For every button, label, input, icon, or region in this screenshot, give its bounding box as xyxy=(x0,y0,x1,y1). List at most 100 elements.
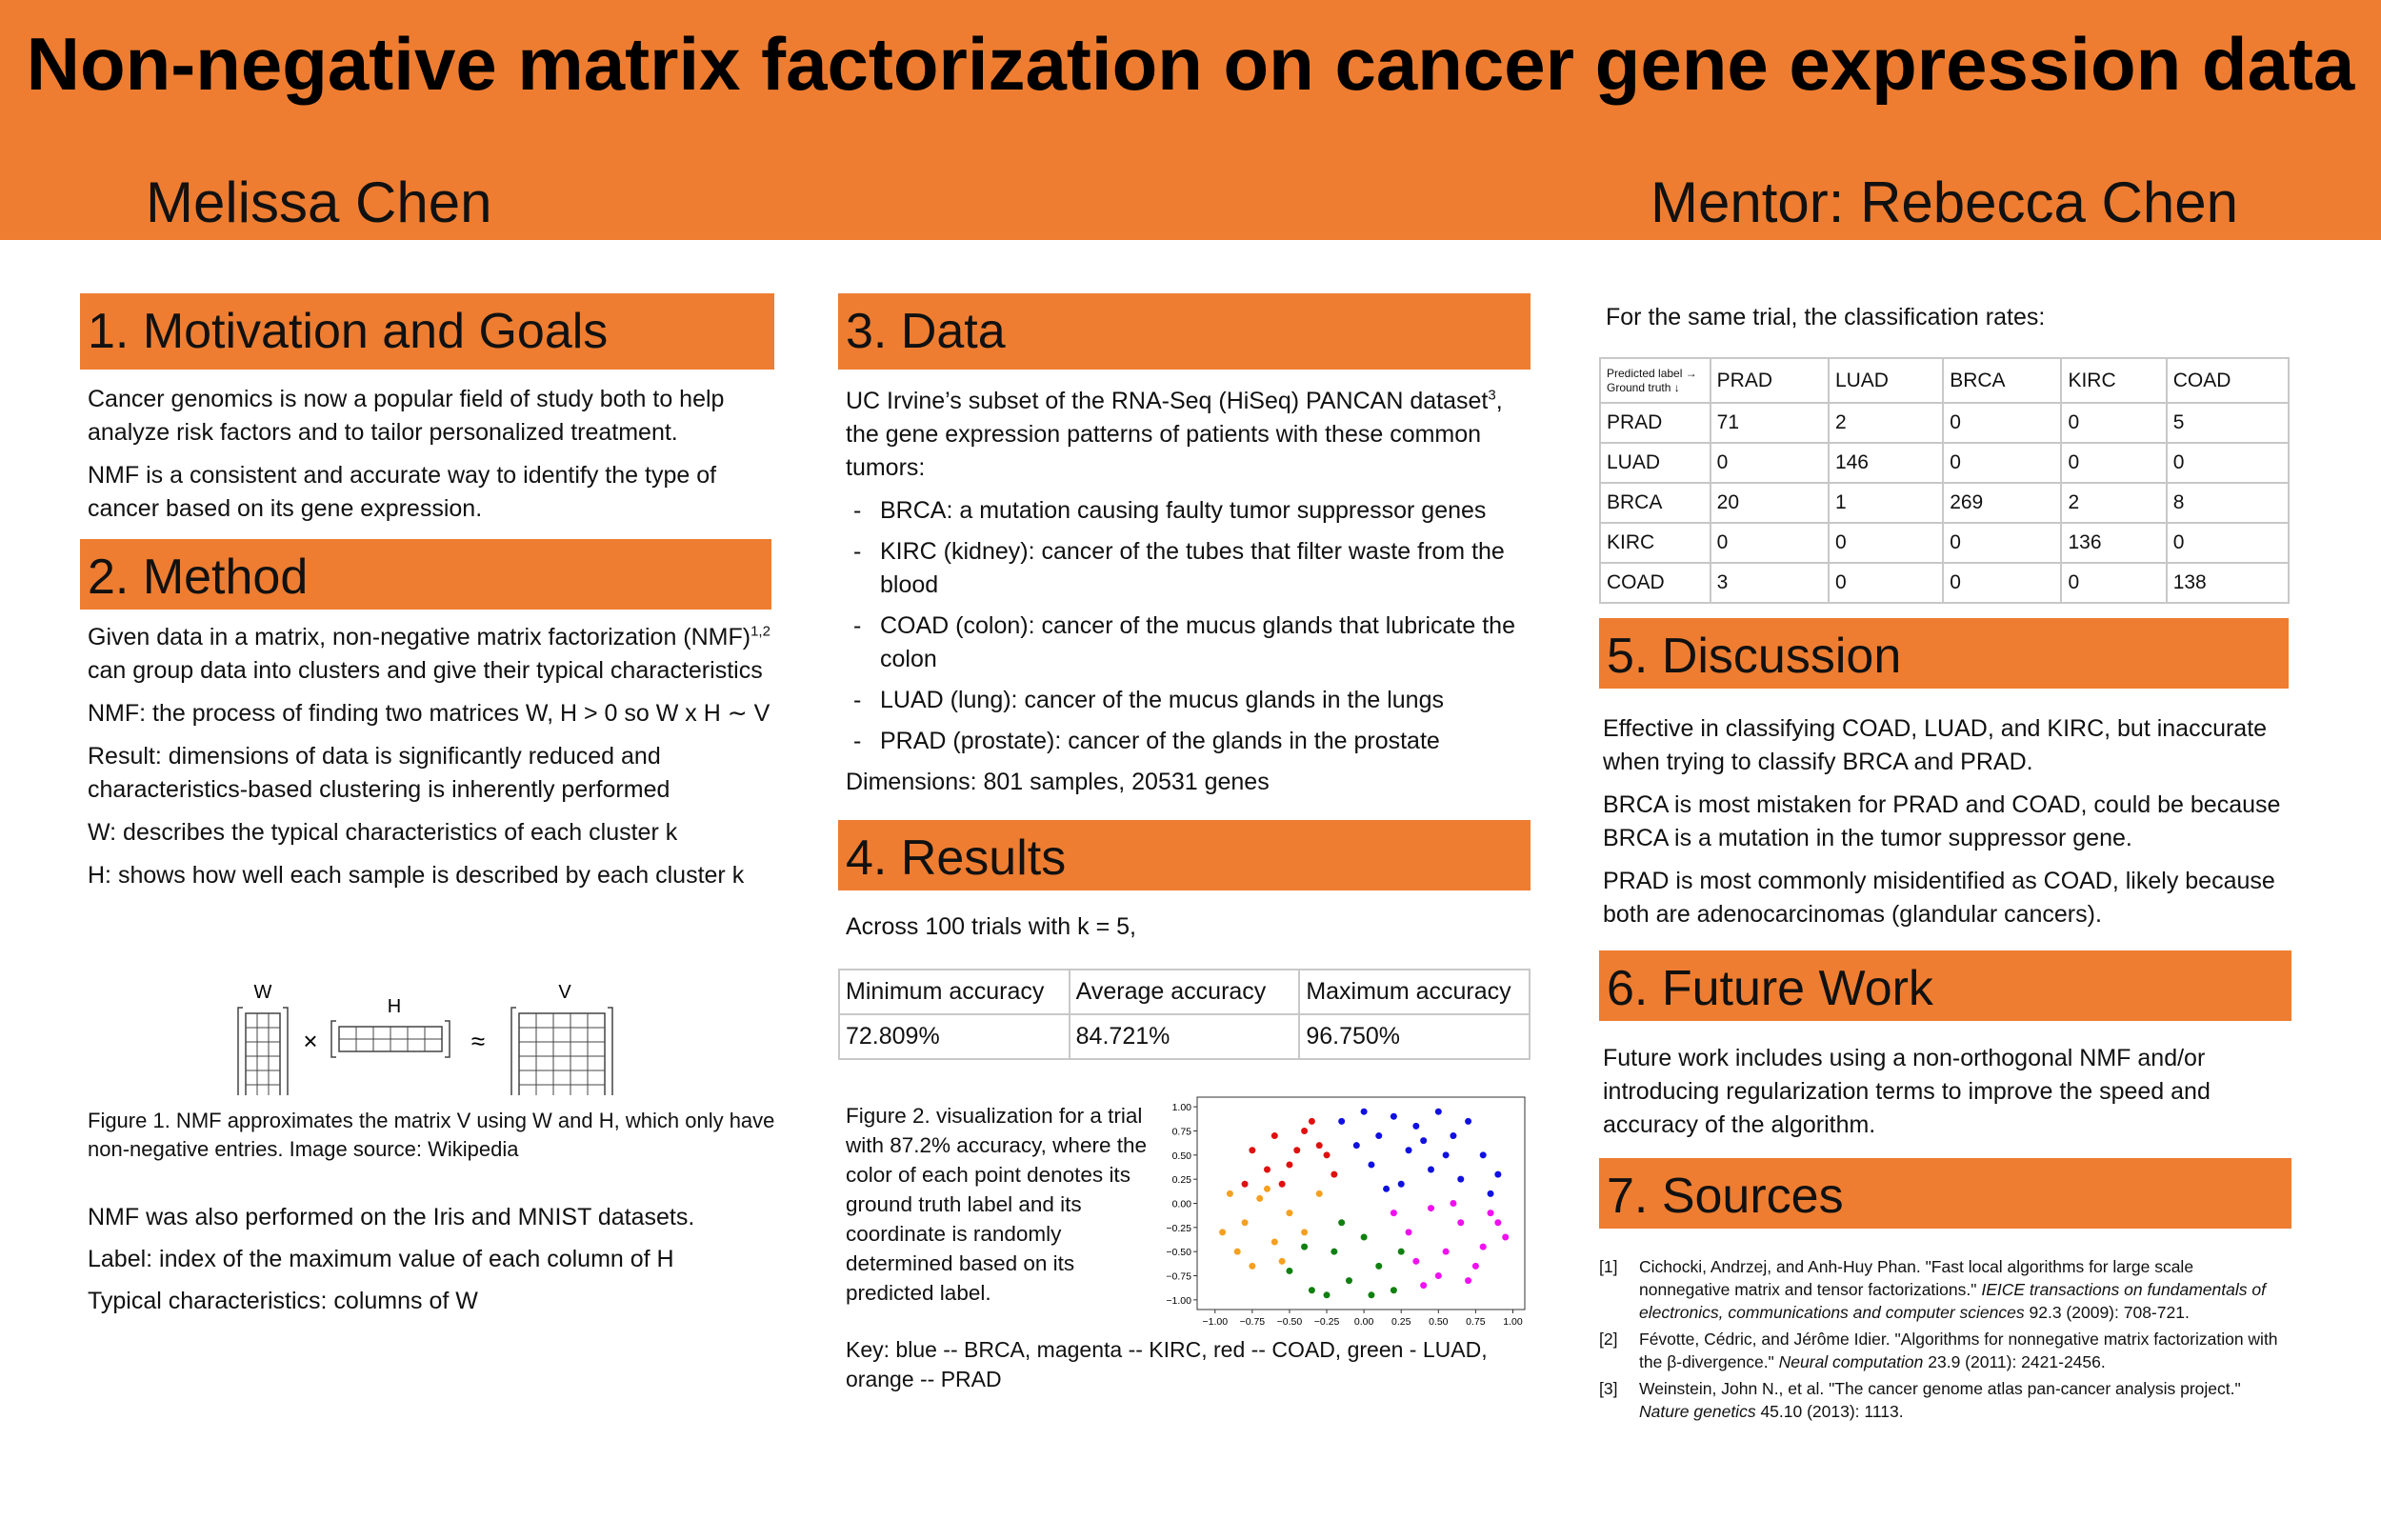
matrix-label: W xyxy=(254,982,272,1003)
ref-text: Weinstein, John N., et al. "The cancer g… xyxy=(1639,1379,2241,1398)
point xyxy=(1315,1190,1323,1197)
point xyxy=(1301,1127,1309,1134)
list-item: - LUAD (lung): cancer of the mucus glands… xyxy=(846,684,1531,717)
paragraph: Given data in a matrix, non-negative mat… xyxy=(88,621,783,688)
point xyxy=(1286,1161,1293,1169)
table-cell: 0 xyxy=(1942,562,2063,604)
table-cell: 0 xyxy=(1942,442,2063,484)
point xyxy=(1397,1248,1405,1255)
point xyxy=(1331,1248,1338,1255)
table-row: Predicted label → Ground truth ↓ PRAD LUAD B… xyxy=(1599,357,2291,404)
y-tick-label: 0.75 xyxy=(1172,1126,1192,1137)
table-cell: 5 xyxy=(2165,402,2291,444)
corner-label: Predicted label → xyxy=(1607,366,1697,380)
point xyxy=(1390,1287,1397,1294)
point xyxy=(1471,1262,1479,1270)
row-header: PRAD xyxy=(1599,402,1711,444)
point xyxy=(1494,1219,1502,1227)
point xyxy=(1338,1117,1346,1125)
table-cell: 72.809% xyxy=(838,1013,1070,1060)
ref-number: [3] xyxy=(1599,1379,1618,1398)
list-text: LUAD (lung): cancer of the mucus glands … xyxy=(880,687,1444,713)
table-cell: 0 xyxy=(1709,522,1830,564)
text: , the gene expression patterns of patien… xyxy=(846,388,1503,481)
bullet: - xyxy=(853,612,862,639)
paragraph: Result: dimensions of data is significan… xyxy=(88,743,670,803)
point xyxy=(1249,1147,1256,1154)
table-row: KIRC 0 0 0 136 0 xyxy=(1599,522,2291,564)
section-heading: 3. Data xyxy=(838,293,1531,370)
point xyxy=(1390,1112,1397,1120)
plot-frame xyxy=(1196,1096,1526,1310)
x-tick-label: 0.75 xyxy=(1466,1316,1486,1328)
list-item: - KIRC (kidney): cancer of the tubes that… xyxy=(846,535,1531,602)
paragraph: NMF was also performed on the Iris and M… xyxy=(88,1204,695,1230)
matrix-label: H xyxy=(388,996,401,1017)
table-cell: 0 xyxy=(1827,522,1945,564)
table-cell: 2 xyxy=(1827,402,1945,444)
table-row: Minimum accuracy Average accuracy Maximum … xyxy=(838,969,1531,1015)
x-tick-label: −1.00 xyxy=(1202,1316,1228,1328)
y-tick-label: −0.75 xyxy=(1166,1271,1191,1283)
point xyxy=(1308,1287,1315,1294)
point xyxy=(1323,1151,1331,1159)
point xyxy=(1360,1108,1368,1115)
paragraph: UC Irvine’s subset of the RNA-Seq (HiSeq… xyxy=(846,385,1531,485)
point xyxy=(1494,1170,1502,1178)
point xyxy=(1427,1205,1434,1212)
point xyxy=(1479,1151,1487,1159)
table-cell: Maximum accuracy xyxy=(1298,969,1531,1015)
point xyxy=(1442,1248,1450,1255)
y-tick-label: 0.50 xyxy=(1172,1150,1192,1162)
table-cell: 8 xyxy=(2165,482,2291,524)
row-header: BRCA xyxy=(1599,482,1711,524)
point xyxy=(1457,1175,1465,1183)
y-tick-label: −1.00 xyxy=(1166,1295,1191,1307)
table-cell: 2 xyxy=(2060,482,2168,524)
point xyxy=(1390,1210,1397,1217)
point xyxy=(1487,1190,1494,1197)
point xyxy=(1301,1243,1309,1250)
table-cell: 84.721% xyxy=(1068,1013,1301,1060)
section-body: UC Irvine’s subset of the RNA-Seq (HiSeq… xyxy=(846,385,1531,809)
point xyxy=(1278,1257,1286,1265)
table-cell: 0 xyxy=(2165,522,2291,564)
point xyxy=(1405,1229,1412,1236)
table-cell: 0 xyxy=(2060,442,2168,484)
point xyxy=(1434,1108,1442,1115)
table-row: BRCA 20 1 269 2 8 xyxy=(1599,482,2291,524)
table-corner: Predicted label → Ground truth ↓ xyxy=(1599,357,1711,404)
table-cell: Minimum accuracy xyxy=(838,969,1070,1015)
section-body: NMF was also performed on the Iris and M… xyxy=(88,1196,783,1322)
text: Given data in a matrix, non-negative mat… xyxy=(88,624,751,650)
list-text: BRCA: a mutation causing faulty tumor su… xyxy=(880,497,1487,524)
paragraph: BRCA is most mistaken for PRAD and COAD,… xyxy=(1603,791,2281,851)
table-cell: 136 xyxy=(2060,522,2168,564)
point xyxy=(1263,1166,1271,1173)
point xyxy=(1434,1272,1442,1280)
point xyxy=(1338,1219,1346,1227)
column-header: LUAD xyxy=(1827,357,1945,404)
point xyxy=(1420,1282,1428,1290)
paragraph: PRAD is most commonly misidentified as C… xyxy=(1603,868,2275,928)
table-cell: 20 xyxy=(1709,482,1830,524)
point xyxy=(1278,1180,1286,1188)
figure-caption: Figure 1. NMF approximates the matrix V … xyxy=(88,1109,775,1161)
figure-caption: Figure 2. visualization for a trial with… xyxy=(846,1104,1147,1305)
point xyxy=(1420,1137,1428,1145)
superscript: 3 xyxy=(1488,387,1496,404)
point xyxy=(1241,1180,1249,1188)
paragraph: H: shows how well each sample is describ… xyxy=(88,862,745,889)
operator: ≈ xyxy=(471,1027,485,1055)
table-row: COAD 3 0 0 0 138 xyxy=(1599,562,2291,604)
point xyxy=(1352,1142,1360,1150)
key: Key: blue -- BRCA, magenta -- KIRC, red … xyxy=(846,1337,1488,1391)
reference: [1] Cichocki, Andrzej, and Anh-Huy Phan. … xyxy=(1599,1255,2285,1324)
column-header: PRAD xyxy=(1709,357,1830,404)
reference: [3] Weinstein, John N., et al. "The cance… xyxy=(1599,1377,2285,1423)
reference: [2] Févotte, Cédric, and Jérôme Idier. "A… xyxy=(1599,1328,2285,1373)
column-header: KIRC xyxy=(2060,357,2168,404)
bullet: - xyxy=(853,728,862,754)
column-header: BRCA xyxy=(1942,357,2063,404)
table-cell: 96.750% xyxy=(1298,1013,1531,1060)
